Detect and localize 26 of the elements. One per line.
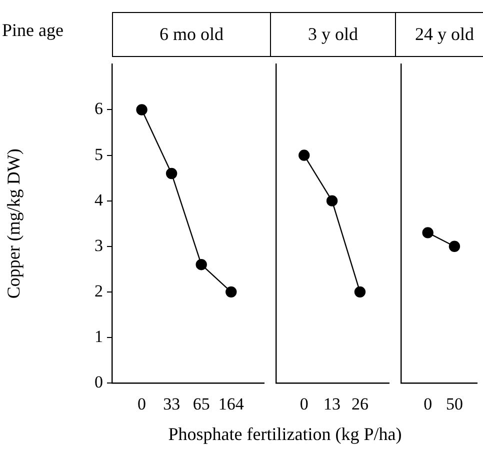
chart-title: 6 mo old (112, 12, 270, 57)
y-tick-label: 5 (94, 144, 103, 164)
x-tick-label: 65 (192, 394, 210, 414)
x-tick-label: 26 (351, 394, 368, 414)
point (196, 258, 207, 270)
x-axis-title: Phosphate fertilization (kg P/ha) (167, 424, 403, 445)
x-tick-label: 0 (138, 394, 146, 414)
y-tick-label: 4 (94, 190, 104, 210)
y-tick-label: 0 (94, 372, 103, 392)
chart-title: 24 y old (395, 12, 483, 57)
x-tick-label: 33 (163, 394, 180, 414)
x-tick-label: 164 (218, 394, 244, 414)
x-tick-label: 13 (324, 394, 341, 414)
point (166, 168, 178, 180)
x-tick-label: 0 (424, 394, 432, 414)
chart-title: 3 y old (270, 12, 395, 57)
point (136, 104, 148, 116)
text: Pine age (2, 20, 64, 41)
y-axis-title: Copper (mg/kg DW) (4, 148, 24, 299)
y-tick-label: 3 (94, 236, 103, 255)
y-tick-label: 6 (94, 99, 103, 118)
y-tick-label: 2 (94, 281, 103, 300)
x-tick-label: 0 (300, 394, 308, 414)
y-tick-label: 1 (94, 326, 103, 346)
x-tick-label: 50 (446, 394, 463, 414)
point (226, 286, 237, 298)
